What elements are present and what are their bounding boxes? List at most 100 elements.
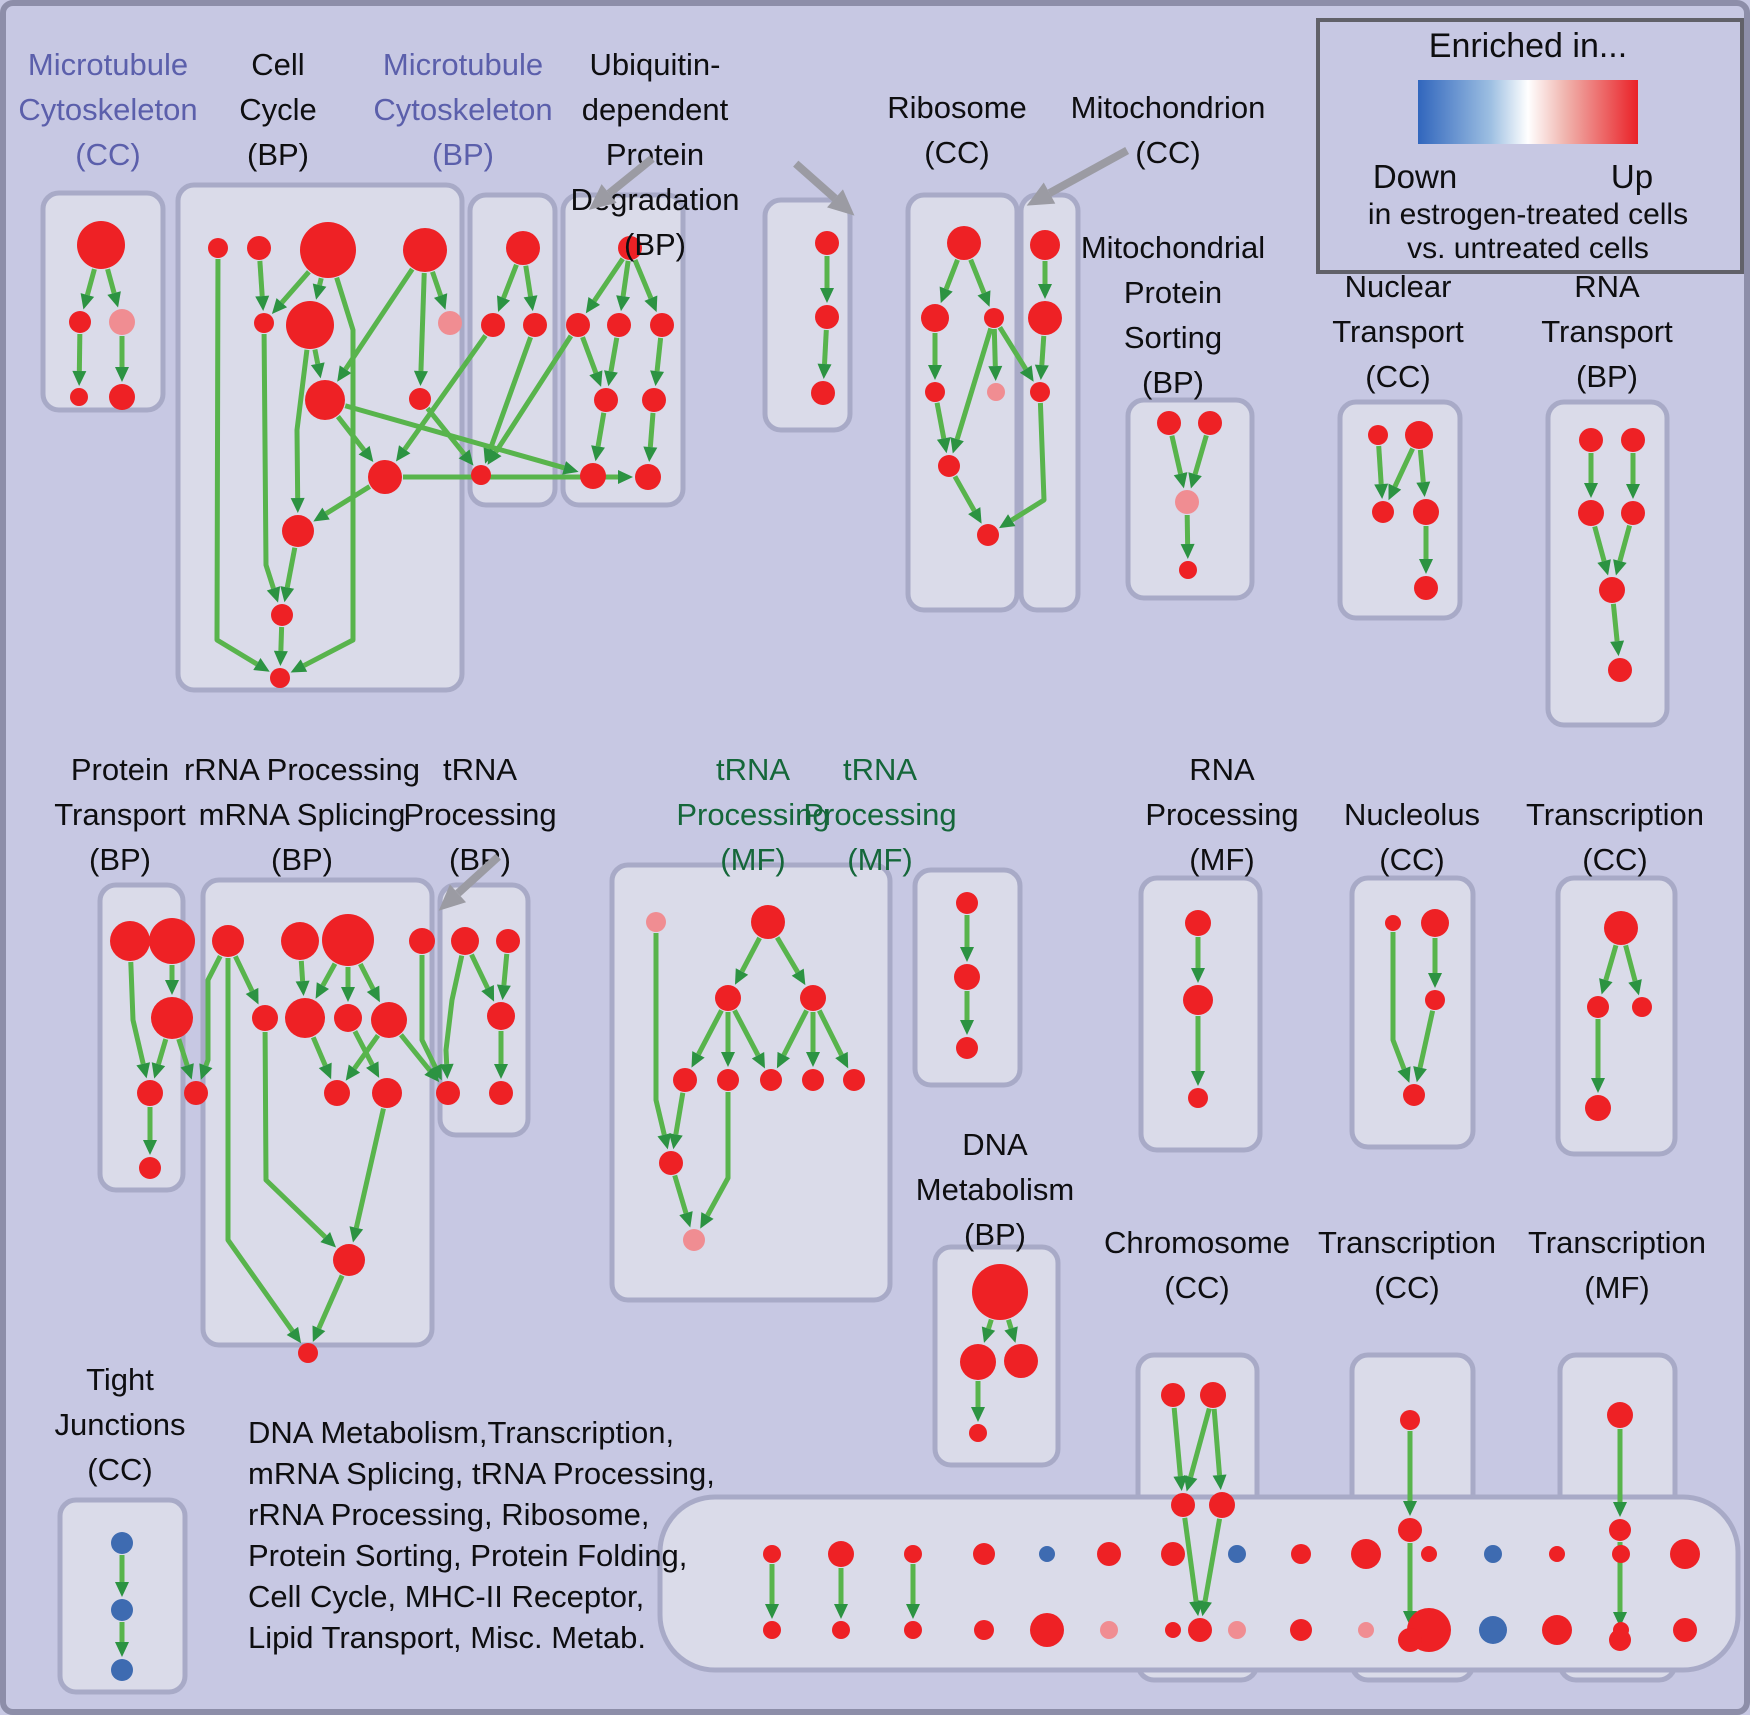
cluster-label-nucleolus: Nucleolus (CC) [1344,797,1480,877]
edge-chromosome-head [1173,1475,1188,1492]
cluster-label-line: Transport [1541,314,1673,349]
edge-rrna-line [225,958,295,1333]
cluster-label-line: Transcription [1526,797,1704,832]
node-gene-term [984,308,1004,328]
cluster-label-line: dependent [582,92,729,127]
cluster-label-trna-mf-2: tRNA Processing (MF) [803,752,956,877]
node-gene-term [1372,501,1394,523]
node-gene-term [1421,1546,1437,1562]
edge-ubq-head [585,297,601,314]
node-gene-term [1097,1542,1121,1566]
cluster-label-line: rRNA Processing [184,752,420,787]
edge-chromosome-line [1171,1407,1183,1477]
cross-edge-head [999,514,1016,529]
edge-trna-mf-1-head [776,1051,790,1069]
node-gene-term [977,524,999,546]
node-gene-term [1403,1084,1425,1106]
node-gene-term [496,929,520,953]
edge-nuc-transport-head [1388,483,1402,501]
edge-rna-mf-head [1191,1071,1205,1086]
legend-up-label: Up [1611,158,1653,195]
node-gene-term [1200,1382,1226,1408]
node-gene-term [1179,561,1197,579]
edge-ribosome-head [968,507,982,524]
edge-cell-cycle-head [312,283,327,300]
node-gene-term [1030,230,1060,260]
cluster-label-line: tRNA [716,752,790,787]
node-gene-term [1228,1545,1246,1563]
node-gene-term [1608,658,1632,682]
cluster-label-line: DNA [962,1127,1028,1162]
edge-chromosome-line [1188,1407,1212,1478]
node-gene-term [151,997,193,1039]
edge-protein-transport-head [136,1062,151,1079]
edge-cell-cycle-head [313,507,330,522]
edge-cell-cycle-line [278,626,285,652]
cluster-label-line: Microtubule [28,47,188,82]
node-gene-term [960,1344,996,1380]
cluster-label-line: Cytoskeleton [18,92,197,127]
cluster-label-ubq: Ubiquitin-dependent Protein Degradation (BP… [571,47,740,262]
node-gene-term [1549,1546,1565,1562]
node-gene-term [1161,1383,1185,1407]
edge-ribosome-head [977,290,991,307]
edge-ribosome-head [939,286,953,304]
node-gene-term [642,388,666,412]
edge-mt-cc-head [72,370,87,387]
edge-rrna-line [353,1108,386,1229]
edge-rrna-head [349,1226,364,1243]
cluster-box-nuc-transport [1337,399,1463,621]
cross-edge-line [398,1033,432,1073]
node-gene-term [1228,1621,1246,1639]
callout-arrow-line [1047,146,1130,197]
cluster-label-mito: Mitochondrion (CC) [1071,90,1266,170]
node-gene-term [371,1002,407,1038]
edge-trna-bp-head [439,1063,454,1080]
edge-chromosome-head [1198,1600,1212,1617]
cross-edge-line [1010,402,1047,523]
edge-cell-cycle-line [257,260,265,297]
edge-rrna-line [352,1030,375,1066]
cluster-label-nuc-transport: Nuclear Transport (CC) [1332,269,1464,394]
cluster-label-line: (CC) [1379,842,1444,877]
edge-rna-transport-head [1584,483,1598,498]
node-gene-term [1157,411,1181,435]
node-gene-term [1621,428,1645,452]
edge-ribosome-head [928,365,942,380]
edge-transcription-cc-a-head [1599,978,1613,995]
edge-ribosome-head [988,365,1003,382]
node-gene-term [281,922,319,960]
node-gene-term [1185,910,1211,936]
legend-subtitle-2: vs. untreated cells [1407,232,1649,265]
edge-mt-bp-line [523,265,534,297]
edge-mt-cc-head [115,367,129,382]
cluster-label-ribosome: Ribosome (CC) [887,90,1027,170]
edge-trna-mf-1-head [657,1133,672,1150]
edge-cell-cycle-head [413,370,428,387]
node-gene-term [137,1080,163,1106]
cluster-label-line: Junctions [55,1407,186,1442]
node-gene-term [802,1069,824,1091]
edge-trna-mf-1-line [653,933,667,1136]
node-gene-term [832,1621,850,1639]
node-gene-term [763,1621,781,1639]
edge-trna-mf-1-head [835,1051,849,1069]
callout-arrow-line [793,160,838,202]
node-gene-term [506,231,540,265]
cluster-label-line: Mitochondrial [1081,230,1265,265]
edge-trna-bp-head [481,985,495,1002]
cross-edge-head [618,470,633,484]
cross-edge-line [176,1038,190,1067]
node-gene-term [77,221,125,269]
cross-edge-head [1019,365,1034,382]
edge-cell-cycle-line [312,349,321,365]
node-gene-term [1542,1615,1572,1645]
edge-rna-transport-head [1610,640,1625,657]
misc-terms-line: DNA Metabolism,Transcription, [248,1415,674,1450]
node-gene-term [659,1151,683,1175]
node-gene-term [1421,909,1449,937]
edge-chromosome-head [1212,1474,1227,1491]
edge-rrna-line [298,960,306,982]
edge-rrna-head [312,1325,326,1343]
